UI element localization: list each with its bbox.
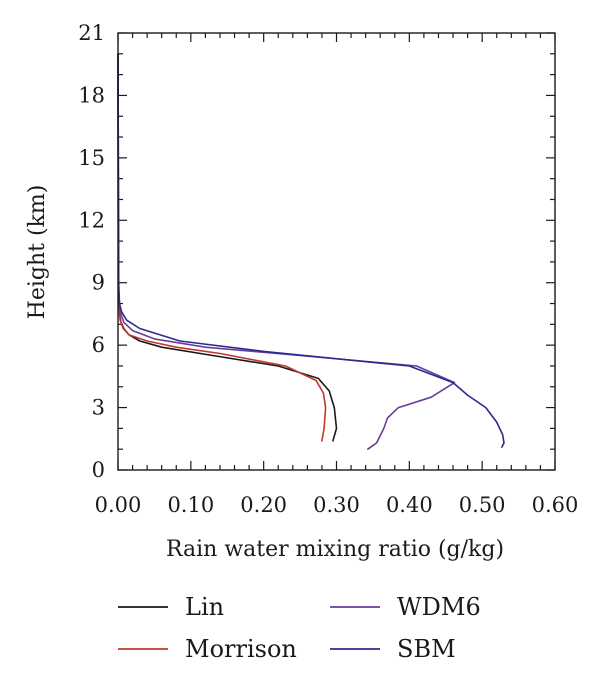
ticks-layer bbox=[117, 32, 556, 471]
plot-frame bbox=[117, 32, 556, 471]
series-line-wdm6 bbox=[117, 52, 456, 451]
tick-labels: 0.00 0.10 0.20 0.30 0.40 0.50 0.60 0 3 6 9 12 15 18 21 bbox=[78, 21, 578, 517]
y-tick-label: 6 bbox=[92, 333, 105, 357]
x-tick-label: 0.30 bbox=[313, 493, 360, 517]
y-tick-label: 12 bbox=[78, 208, 105, 232]
y-tick-label: 9 bbox=[92, 271, 105, 295]
legend-label-sbm: SBM bbox=[397, 635, 456, 663]
y-tick-label: 3 bbox=[92, 396, 105, 420]
y-tick-label: 15 bbox=[78, 146, 105, 170]
series-lines bbox=[117, 52, 505, 451]
x-tick-label: 0.50 bbox=[459, 493, 506, 517]
series-line-sbm bbox=[117, 52, 505, 448]
y-tick-label: 21 bbox=[78, 21, 105, 45]
legend-label-lin: Lin bbox=[185, 593, 224, 621]
x-axis-title: Rain water mixing ratio (g/kg) bbox=[166, 537, 504, 562]
legend: Lin Morrison WDM6 SBM bbox=[118, 593, 481, 663]
x-tick-label: 0.20 bbox=[240, 493, 287, 517]
y-tick-label: 0 bbox=[92, 458, 105, 482]
x-tick-label: 0.10 bbox=[167, 493, 214, 517]
legend-label-morrison: Morrison bbox=[185, 635, 297, 663]
legend-label-wdm6: WDM6 bbox=[397, 593, 481, 621]
x-tick-label: 0.00 bbox=[95, 493, 142, 517]
x-tick-label: 0.60 bbox=[532, 493, 579, 517]
y-tick-label: 18 bbox=[78, 83, 105, 107]
series-line-morrison bbox=[117, 52, 327, 442]
series-line-lin bbox=[117, 52, 338, 442]
y-axis-title: Height (km) bbox=[25, 185, 50, 320]
x-tick-label: 0.40 bbox=[386, 493, 433, 517]
